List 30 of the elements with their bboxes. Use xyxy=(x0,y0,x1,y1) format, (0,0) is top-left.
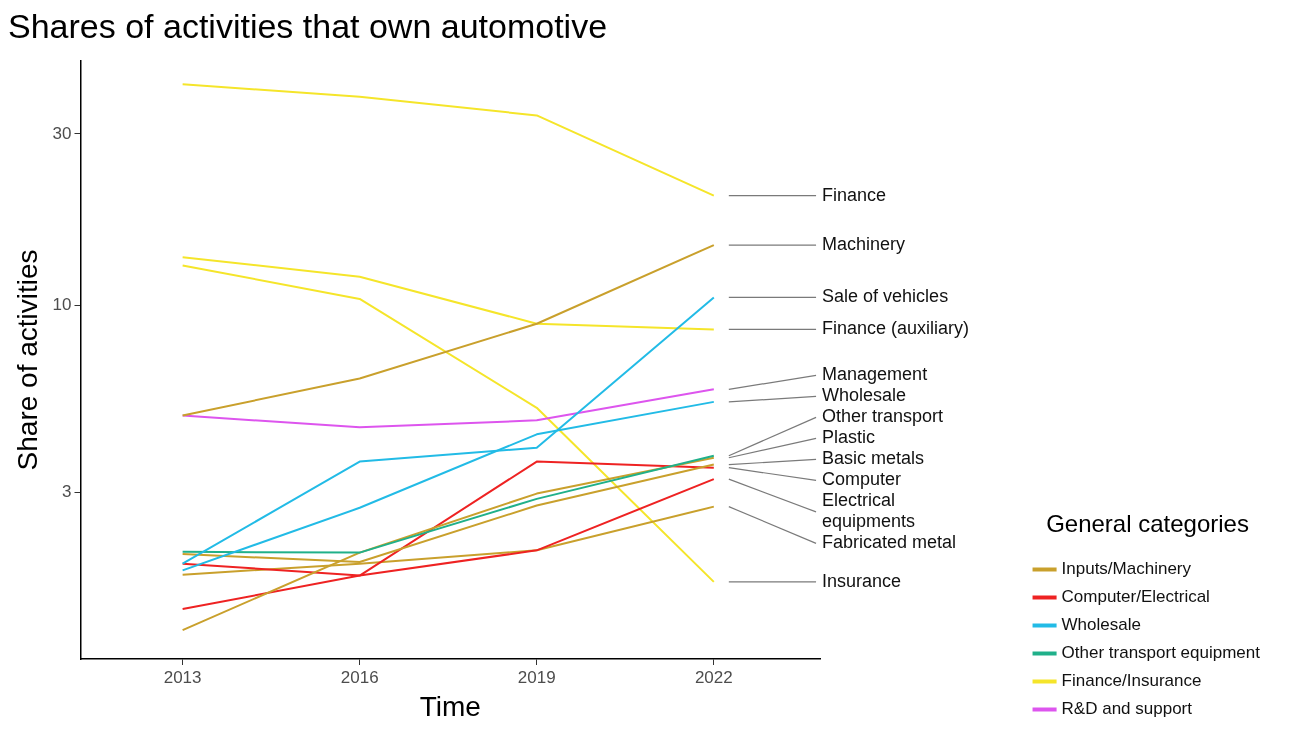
x-tick-label: 2013 xyxy=(163,667,202,687)
y-tick-label: 3 xyxy=(62,482,72,502)
y-tick-label: 30 xyxy=(52,123,72,143)
text: Electrical equipments xyxy=(822,490,916,532)
text: Plastic xyxy=(822,427,876,448)
chart-title: Shares of activities that own automotive xyxy=(8,6,608,45)
y-tick-label: 10 xyxy=(52,294,72,314)
text: Other transport xyxy=(822,406,944,427)
text: Computer xyxy=(822,469,902,490)
text: Insurance xyxy=(822,570,902,591)
text: Fabricated metal xyxy=(822,532,957,553)
legend-label: R&D and support xyxy=(1061,699,1193,719)
x-tick-label: 2016 xyxy=(340,667,379,687)
text: Machinery xyxy=(822,234,906,255)
legend-title: General categories xyxy=(1046,509,1249,537)
text: Finance (auxiliary) xyxy=(822,318,970,339)
y-axis-title: Share of activities xyxy=(11,249,43,471)
x-tick-label: 2022 xyxy=(694,667,733,687)
text: Management xyxy=(822,364,928,385)
x-tick-label: 2019 xyxy=(517,667,556,687)
legend-label: Computer/Electrical xyxy=(1061,587,1210,607)
x-axis-title: Time xyxy=(419,690,481,722)
text: Sale of vehicles xyxy=(822,286,949,307)
text: Finance xyxy=(822,184,887,205)
legend-label: Wholesale xyxy=(1061,615,1141,635)
legend-label: Inputs/Machinery xyxy=(1061,559,1192,579)
legend-label: Other transport equipment xyxy=(1061,643,1261,663)
text: Wholesale xyxy=(822,385,907,406)
legend-label: Finance/Insurance xyxy=(1061,671,1202,691)
text: Basic metals xyxy=(822,448,925,469)
